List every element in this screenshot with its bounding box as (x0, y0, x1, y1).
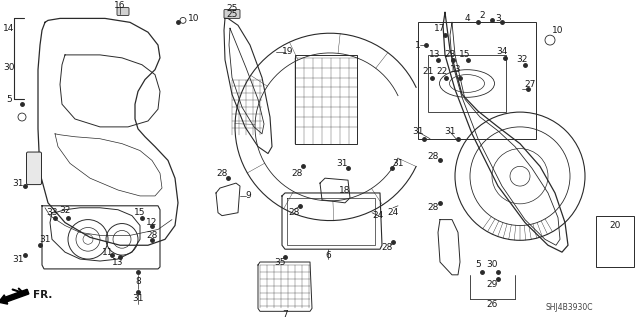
Text: 28: 28 (381, 243, 393, 252)
Text: 10: 10 (188, 14, 200, 23)
Text: 8: 8 (135, 277, 141, 286)
Text: 31: 31 (39, 235, 51, 244)
Text: 2: 2 (479, 11, 485, 20)
Text: 30: 30 (3, 63, 15, 72)
Bar (428, 55, 506, 112)
Text: 19: 19 (282, 48, 294, 56)
Text: 32: 32 (60, 206, 70, 215)
Text: 32: 32 (516, 55, 528, 64)
FancyBboxPatch shape (117, 8, 129, 15)
Text: 13: 13 (451, 65, 461, 74)
Bar (418, 22, 536, 139)
Text: 16: 16 (115, 1, 125, 10)
Text: 10: 10 (552, 26, 564, 35)
Text: 31: 31 (12, 255, 24, 263)
Text: 22: 22 (436, 67, 447, 76)
Text: 24: 24 (387, 208, 399, 217)
Text: 5: 5 (6, 95, 12, 104)
Text: 7: 7 (282, 310, 288, 319)
Text: 12: 12 (147, 218, 157, 227)
Text: 31: 31 (12, 179, 24, 188)
Text: 18: 18 (339, 186, 351, 195)
FancyBboxPatch shape (26, 152, 42, 185)
Text: 29: 29 (486, 280, 498, 289)
Text: 33: 33 (46, 208, 58, 217)
Text: 31: 31 (444, 127, 456, 136)
Text: 9: 9 (245, 191, 251, 200)
Bar (295, 55, 357, 144)
Text: 3: 3 (495, 14, 501, 23)
Text: 25: 25 (227, 10, 237, 19)
Text: 13: 13 (112, 257, 124, 266)
Text: 6: 6 (325, 251, 331, 260)
FancyBboxPatch shape (224, 10, 240, 19)
Text: FR.: FR. (33, 290, 52, 300)
Text: 1: 1 (415, 41, 421, 49)
Text: 28: 28 (428, 152, 438, 161)
Text: 17: 17 (435, 24, 445, 33)
Bar (596, 216, 634, 267)
Text: 13: 13 (429, 50, 441, 59)
Text: 31: 31 (412, 127, 424, 136)
Text: 24: 24 (372, 211, 383, 220)
FancyArrow shape (0, 289, 29, 304)
Text: SHJ4B3930C: SHJ4B3930C (545, 303, 593, 312)
Text: 21: 21 (422, 67, 434, 76)
Text: 15: 15 (134, 208, 146, 217)
Text: 11: 11 (102, 248, 114, 257)
Text: 27: 27 (524, 80, 536, 89)
Text: 20: 20 (609, 221, 621, 230)
Text: 25: 25 (227, 4, 237, 13)
Text: 28: 28 (288, 208, 300, 217)
Text: 15: 15 (460, 50, 471, 59)
Text: 34: 34 (496, 48, 508, 56)
Text: 31: 31 (132, 294, 144, 303)
Text: 5: 5 (475, 261, 481, 270)
Text: 28: 28 (291, 169, 303, 178)
Text: 35: 35 (275, 257, 285, 266)
Text: 4: 4 (464, 14, 470, 23)
Text: 26: 26 (486, 300, 498, 309)
Text: 31: 31 (392, 159, 404, 168)
Text: 30: 30 (486, 261, 498, 270)
Text: 23: 23 (444, 50, 456, 59)
Text: 31: 31 (336, 159, 348, 168)
Text: 28: 28 (428, 203, 438, 212)
Text: 14: 14 (3, 24, 15, 33)
Text: 28: 28 (147, 231, 157, 240)
Text: 28: 28 (216, 169, 228, 178)
